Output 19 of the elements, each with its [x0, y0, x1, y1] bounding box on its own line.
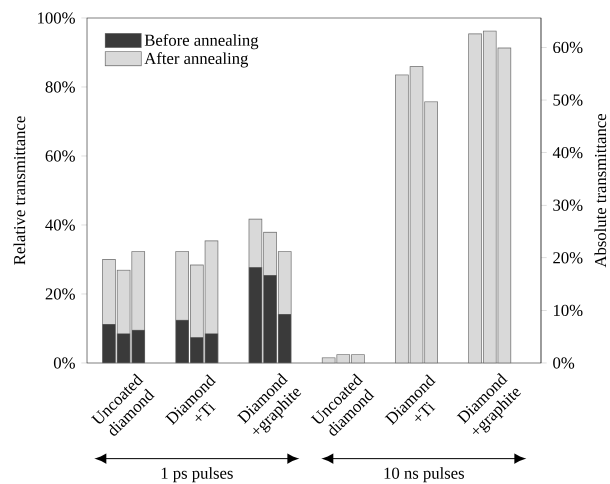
y-tick-label: 80% [46, 81, 75, 93]
y-tick-label: 100% [38, 12, 75, 24]
y-tick-label: 20% [46, 288, 75, 300]
y2-axis-title: Absolute transmittance [594, 114, 606, 268]
y-tick-label: 0% [54, 357, 75, 369]
text: 10 ns pulses [384, 467, 464, 482]
y-tick-label: 40% [45, 219, 75, 231]
legend-label: After annealing [144, 52, 248, 68]
y-axis-title: Relative transmittance [14, 116, 26, 265]
y2-tick-label: 50% [553, 94, 582, 106]
text: 1 ps pulses [162, 467, 233, 482]
legend-label: Before annealing [144, 34, 258, 50]
y2-tick-label: 10% [554, 304, 582, 316]
y-tick-label: 60% [46, 150, 75, 162]
y2-tick-label: 30% [553, 200, 582, 211]
y2-tick-label: 20% [553, 252, 582, 264]
y2-tick-label: 40% [552, 146, 582, 158]
y2-tick-label: 60% [553, 42, 582, 54]
y2-tick-label: 0% [553, 357, 574, 369]
